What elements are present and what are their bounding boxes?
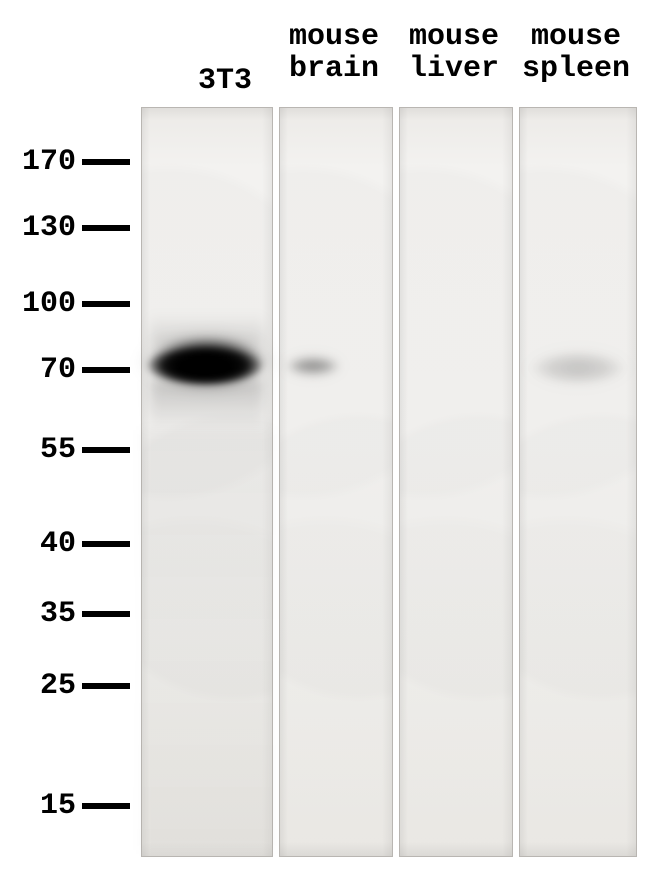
lane-top-shadow (400, 108, 512, 120)
lane-bottom-shadow (142, 842, 272, 856)
mw-marker-label: 25 (6, 669, 76, 703)
lane-top-shadow (142, 108, 272, 120)
lane-border (399, 107, 513, 857)
mw-marker-label: 40 (6, 527, 76, 561)
mw-marker-label: 170 (6, 145, 76, 179)
lane-label-3t3: 3T3 (160, 66, 290, 98)
mw-marker-tick (82, 541, 130, 547)
lane-bottom-shadow (520, 842, 636, 856)
mw-marker-tick (82, 447, 130, 453)
mw-marker-tick (82, 159, 130, 165)
lane-border (519, 107, 637, 857)
lane-border (279, 107, 393, 857)
mw-marker-tick (82, 367, 130, 373)
lane-label-liver: mouse liver (398, 22, 510, 85)
lane-3t3-background-smear (142, 430, 272, 850)
mw-marker-label: 70 (6, 353, 76, 387)
mw-marker-label: 100 (6, 287, 76, 321)
lane-label-brain: mouse brain (278, 22, 390, 85)
mw-marker-label: 35 (6, 597, 76, 631)
mw-marker-label: 15 (6, 789, 76, 823)
band-halo-brain (276, 350, 350, 382)
mw-marker-tick (82, 803, 130, 809)
band-3t3-up (150, 310, 264, 346)
lane-top-shadow (520, 108, 636, 120)
mw-marker-label: 55 (6, 433, 76, 467)
lane-bottom-shadow (400, 842, 512, 856)
mw-marker-tick (82, 301, 130, 307)
lane-label-spleen: mouse spleen (518, 22, 634, 85)
mw-marker-tick (82, 683, 130, 689)
mw-marker-tick (82, 225, 130, 231)
mw-marker-tick (82, 611, 130, 617)
band-halo-spleen (513, 341, 643, 395)
lane-top-shadow (280, 108, 392, 120)
mw-marker-label: 130 (6, 211, 76, 245)
lane-bottom-shadow (280, 842, 392, 856)
